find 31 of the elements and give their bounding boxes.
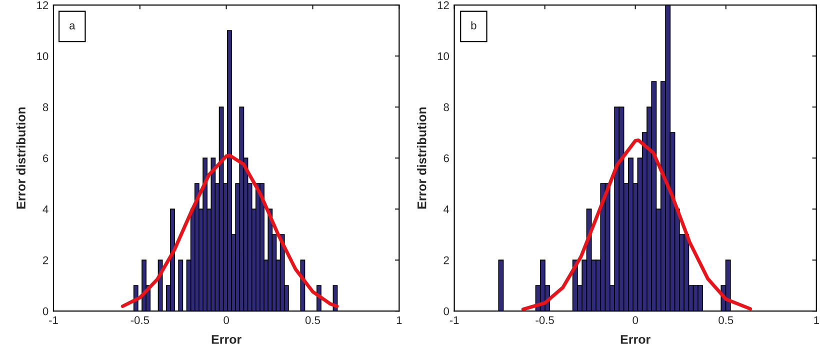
- y-tick-label: 4: [444, 205, 450, 214]
- y-tick-label: 12: [37, 1, 48, 10]
- x-tick-label: 0.5: [718, 316, 734, 324]
- x-axis-title: Error: [212, 335, 242, 344]
- y-tick-label: 6: [444, 154, 449, 162]
- y-tick-label: 2: [43, 256, 48, 264]
- y-axis-title: Error distribution: [16, 107, 26, 209]
- y-tick-label: 0: [42, 307, 48, 316]
- y-tick-label: 10: [37, 52, 48, 60]
- y-tick-label: 2: [444, 256, 449, 264]
- x-tick-label: 1: [396, 316, 402, 324]
- x-tick-label: -1: [49, 316, 58, 324]
- y-tick-label: 12: [438, 1, 449, 10]
- x-tick-label: -0.5: [536, 316, 554, 324]
- x-tick-label: -1: [450, 316, 459, 324]
- x-tick-label: 0: [632, 316, 638, 324]
- y-tick-label: 8: [42, 103, 48, 112]
- y-tick-label: 6: [43, 154, 48, 162]
- y-axis-title: Error distribution: [417, 107, 426, 209]
- x-tick-label: 1: [814, 316, 819, 324]
- x-tick-label: -0.5: [130, 316, 150, 324]
- x-tick-label: 0: [224, 316, 229, 324]
- y-tick-label: 4: [42, 205, 48, 214]
- annotation: b: [471, 21, 476, 30]
- line-series: [521, 138, 752, 312]
- annotation: a: [70, 23, 76, 30]
- y-tick-label: 8: [444, 103, 449, 112]
- y-tick-label: 0: [444, 307, 449, 316]
- y-tick-label: 10: [438, 52, 449, 60]
- x-tick-label: 0.5: [305, 316, 320, 324]
- x-axis-title: Error: [620, 335, 650, 344]
